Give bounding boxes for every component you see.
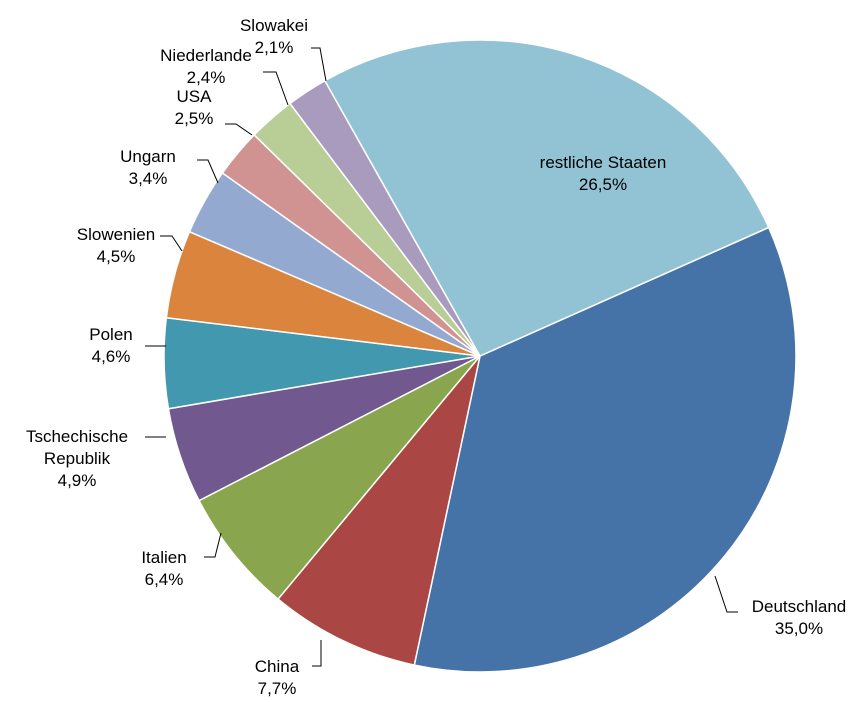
leader-line-deutschland	[714, 575, 738, 613]
leader-line-usa	[225, 123, 253, 136]
slice-name-label-slowakei: Slowakei	[240, 16, 308, 35]
leader-line-niederlande	[263, 71, 289, 106]
slice-name-label-restliche-staaten: restliche Staaten	[540, 153, 667, 172]
leader-lines	[145, 47, 738, 667]
slice-value-label-usa: 2,5%	[175, 109, 214, 128]
slice-value-label-slowakei: 2,1%	[255, 38, 294, 57]
slice-name-label-italien: Italien	[141, 548, 186, 567]
slice-name-label-niederlande: Niederlande	[160, 46, 252, 65]
leader-line-china	[312, 640, 322, 667]
slice-name-label-ungarn: Ungarn	[120, 147, 176, 166]
slice-value-label-tschechische-republik: 4,9%	[58, 471, 97, 490]
slice-name-label-china: China	[255, 657, 300, 676]
slice-value-label-italien: 6,4%	[145, 570, 184, 589]
pie-slice-china	[277, 355, 481, 666]
slice-name-label-tschechische-republik: Republik	[44, 449, 111, 468]
slice-labels: Deutschland 35,0% China 7,7% Italien 6,4% Tsch…	[26, 16, 846, 698]
slice-value-label-china: 7,7%	[258, 679, 297, 698]
slice-value-label-niederlande: 2,4%	[187, 68, 226, 87]
slice-value-label-slowenien: 4,5%	[97, 247, 136, 266]
slice-value-label-deutschland: 35,0%	[775, 619, 823, 638]
slice-name-label-deutschland: Deutschland	[752, 597, 847, 616]
slice-value-label-polen: 4,6%	[92, 347, 131, 366]
leader-line-slowenien	[160, 235, 183, 252]
leader-line-italien	[204, 532, 222, 558]
slice-name-label-usa: USA	[177, 87, 213, 106]
slice-name-label-polen: Polen	[89, 325, 132, 344]
pie-slice-deutschland	[413, 226, 797, 673]
slice-value-label-restliche-staaten: 26,5%	[579, 175, 627, 194]
slice-name-label-tschechische-republik: Tschechische	[26, 427, 128, 446]
slice-value-label-ungarn: 3,4%	[129, 169, 168, 188]
slice-name-label-slowenien: Slowenien	[77, 225, 155, 244]
pie-slice-restliche-staaten	[323, 39, 770, 357]
pie-slice-italien	[198, 355, 481, 601]
leader-line-slowakei	[311, 47, 327, 82]
leader-line-ungarn	[197, 159, 219, 184]
pie-slices	[163, 39, 797, 673]
